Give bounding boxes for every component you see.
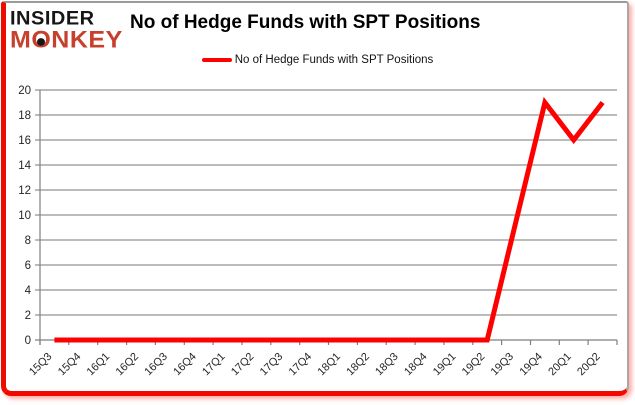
series-line [54, 96, 605, 343]
insider-monkey-logo: INSIDER MONKEY [10, 9, 123, 53]
x-axis-tick-label: 19Q1 [431, 351, 459, 379]
y-axis-tick-label: 6 [25, 260, 31, 272]
x-axis-tick-label: 15Q4 [56, 351, 84, 379]
x-axis-tick-label: 16Q3 [142, 351, 170, 379]
x-axis-tick-label: 17Q3 [258, 351, 286, 379]
card-frame [1, 1, 629, 396]
x-axis-tick-label: 19Q2 [460, 351, 488, 379]
x-axis-tick-label: 19Q3 [489, 351, 517, 379]
y-axis-tick-label: 10 [18, 210, 31, 222]
y-axis-tick-label: 20 [18, 85, 31, 97]
logo-text-insider: INSIDER [10, 8, 95, 30]
x-axis-tick-label: 18Q2 [344, 351, 372, 379]
y-axis-tick-label: 12 [18, 185, 31, 197]
y-axis-tick-label: 2 [25, 310, 31, 322]
y-axis-tick-label: 4 [25, 285, 32, 297]
x-axis-tick-label: 17Q2 [229, 351, 257, 379]
y-axis-tick-label: 0 [25, 335, 31, 347]
x-axis-tick-label: 20Q1 [546, 351, 574, 379]
x-axis-tick-label: 17Q4 [287, 351, 315, 379]
x-axis-tick-label: 16Q1 [85, 351, 113, 379]
x-axis-tick-label: 17Q1 [200, 351, 228, 379]
x-axis-tick-label: 19Q4 [517, 351, 545, 379]
y-axis-tick-label: 18 [18, 110, 31, 122]
legend-label: No of Hedge Funds with SPT Positions [234, 54, 434, 66]
x-axis-tick-label: 16Q4 [171, 351, 199, 379]
monkey-face-o-icon: O [31, 26, 52, 54]
y-axis-tick-label: 8 [25, 235, 31, 247]
logo-text-monkey: MONKEY [10, 26, 123, 54]
x-axis-tick-label: 18Q4 [402, 351, 430, 379]
y-axis-tick-label: 16 [18, 135, 31, 147]
x-axis-tick-label: 20Q2 [575, 351, 603, 379]
x-axis-tick-label: 15Q3 [27, 351, 55, 379]
x-axis-tick-label: 18Q3 [373, 351, 401, 379]
x-axis-tick-label: 16Q2 [114, 351, 142, 379]
legend: No of Hedge Funds with SPT Positions [0, 54, 635, 66]
y-axis-tick-label: 14 [18, 160, 31, 172]
x-axis-tick-label: 18Q1 [315, 351, 343, 379]
chart-title: No of Hedge Funds with SPT Positions [130, 12, 481, 33]
legend-line-swatch [201, 57, 232, 63]
